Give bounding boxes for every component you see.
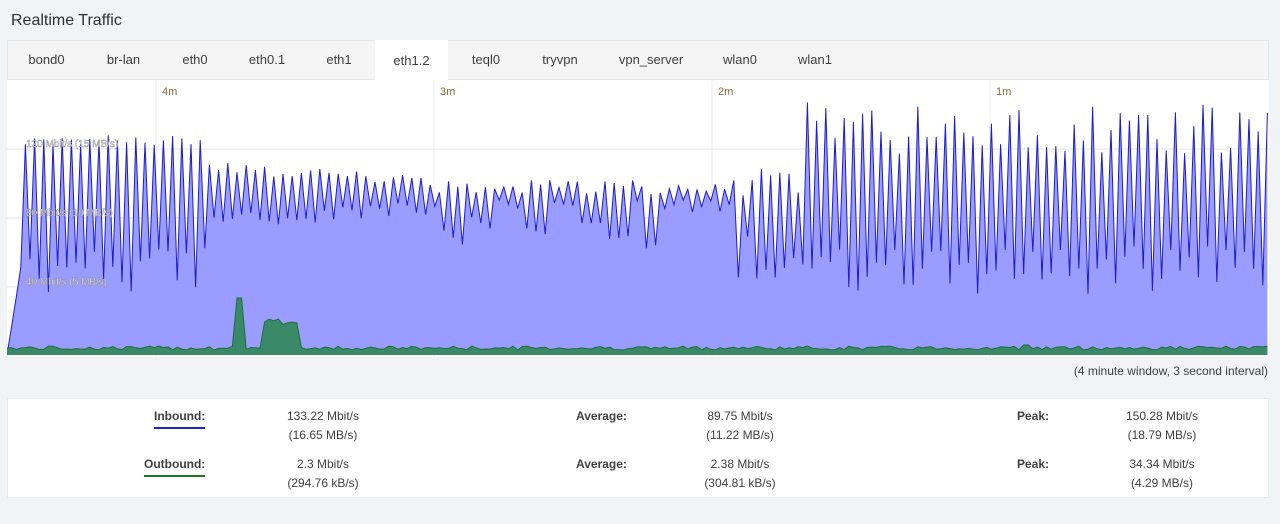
time-label-3m: 3m	[440, 86, 455, 98]
scale-label-120: 120 Mbit/s (15 MB/s)	[26, 139, 118, 150]
inbound-current-bytes: (16.65 MB/s)	[288, 428, 358, 442]
inbound-average-label: Average:	[576, 409, 627, 423]
traffic-graph: 4m 3m 2m 1m 120 Mbit/s (15 MB/s) 80 Mbit…	[7, 80, 1269, 357]
time-label-1m: 1m	[996, 86, 1011, 98]
interface-tabs: bond0 br-lan eth0 eth0.1 eth1 eth1.2 teq…	[7, 40, 1269, 80]
scale-label-40: 40 Mbit/s (5 MB/s)	[26, 277, 107, 288]
inbound-average-bytes: (11.22 MB/s)	[706, 428, 774, 442]
outbound-current-bytes: (294.76 kB/s)	[287, 476, 359, 490]
tab-vpn-server[interactable]: vpn_server	[618, 52, 684, 67]
inbound-average: 89.75 Mbit/s	[707, 409, 773, 423]
outbound-average-bytes: (304.81 kB/s)	[704, 476, 776, 490]
tab-tryvpn[interactable]: tryvpn	[542, 52, 578, 67]
traffic-graph-svg: 4m 3m 2m 1m 120 Mbit/s (15 MB/s) 80 Mbit…	[7, 80, 1269, 357]
outbound-line	[7, 297, 1268, 351]
tab-eth1[interactable]: eth1	[326, 52, 352, 67]
tab-eth0-1[interactable]: eth0.1	[248, 52, 286, 67]
outbound-area	[7, 298, 1268, 355]
inbound-current: 133.22 Mbit/s	[286, 409, 360, 423]
inbound-peak: 150.28 Mbit/s	[1125, 409, 1199, 423]
outbound-peak-label: Peak:	[1017, 457, 1050, 471]
inbound-peak-bytes: (18.79 MB/s)	[1127, 428, 1197, 442]
window-note: (4 minute window, 3 second interval)	[1073, 364, 1268, 378]
scale-label-80: 80 Mbit/s (10 MB/s)	[26, 208, 113, 219]
inbound-peak-label: Peak:	[1017, 409, 1050, 423]
tab-br-lan[interactable]: br-lan	[106, 52, 141, 67]
tab-eth1-2[interactable]: eth1.2	[375, 40, 448, 80]
outbound-average-label: Average:	[576, 457, 627, 471]
traffic-stats: Inbound: 133.22 Mbit/s (16.65 MB/s) Aver…	[7, 398, 1269, 498]
outbound-peak: 34.34 Mbit/s	[1129, 457, 1195, 471]
outbound-average: 2.38 Mbit/s	[710, 457, 770, 471]
tab-bond0[interactable]: bond0	[28, 52, 65, 67]
outbound-peak-bytes: (4.29 MB/s)	[1130, 476, 1193, 490]
time-label-2m: 2m	[718, 86, 733, 98]
time-label-4m: 4m	[162, 86, 177, 98]
tab-teql0[interactable]: teql0	[471, 52, 501, 67]
inbound-label: Inbound:	[154, 407, 206, 429]
outbound-current: 2.3 Mbit/s	[296, 457, 350, 471]
inbound-area	[7, 102, 1268, 356]
page-title: Realtime Traffic	[11, 12, 122, 29]
tab-wlan1[interactable]: wlan1	[798, 52, 832, 67]
tab-wlan0[interactable]: wlan0	[723, 52, 757, 67]
tab-eth0[interactable]: eth0	[182, 52, 208, 67]
inbound-line	[7, 102, 1268, 356]
outbound-label: Outbound:	[144, 455, 206, 477]
